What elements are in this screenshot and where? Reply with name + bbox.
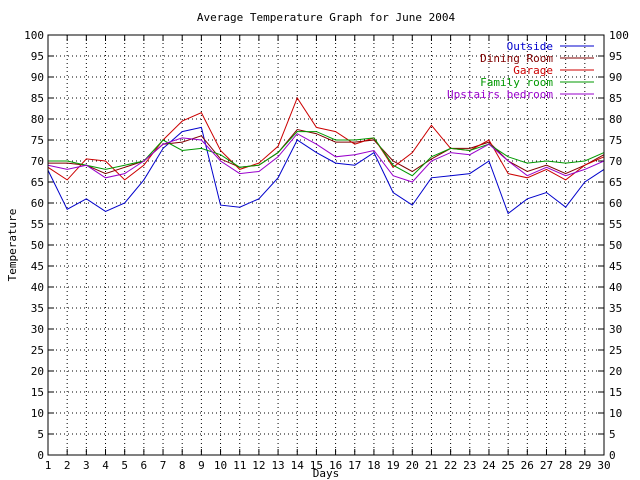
x-tick-label: 5 bbox=[121, 459, 128, 472]
legend-label-outside: Outside bbox=[507, 40, 553, 53]
legend-label-garage: Garage bbox=[513, 64, 553, 77]
y-axis-label: Temperature bbox=[6, 209, 19, 282]
y-tick-label-left: 70 bbox=[31, 155, 44, 168]
chart-title: Average Temperature Graph for June 2004 bbox=[197, 11, 456, 24]
y-tick-label-right: 100 bbox=[609, 29, 629, 42]
y-tick-label-right: 65 bbox=[609, 176, 622, 189]
series-line-family-room bbox=[48, 131, 605, 177]
y-tick-label-right: 45 bbox=[609, 260, 622, 273]
x-tick-label: 4 bbox=[102, 459, 109, 472]
series-lines bbox=[47, 96, 605, 215]
y-tick-label-left: 65 bbox=[31, 176, 44, 189]
y-tick-label-left: 55 bbox=[31, 218, 44, 231]
x-tick-label: 9 bbox=[198, 459, 205, 472]
x-tick-label: 1 bbox=[45, 459, 52, 472]
y-tick-label-left: 0 bbox=[37, 449, 44, 462]
y-tick-label-left: 90 bbox=[31, 71, 44, 84]
y-tick-label-left: 35 bbox=[31, 302, 44, 315]
x-tick-label: 2 bbox=[64, 459, 71, 472]
grid bbox=[48, 35, 604, 455]
y-tick-label-left: 50 bbox=[31, 239, 44, 252]
y-tick-label-left: 10 bbox=[31, 407, 44, 420]
y-tick-label-left: 75 bbox=[31, 134, 44, 147]
x-tick-label: 15 bbox=[310, 459, 323, 472]
plot-frame bbox=[47, 34, 605, 456]
x-tick-label: 16 bbox=[329, 459, 342, 472]
x-tick-label: 22 bbox=[444, 459, 457, 472]
y-tick-label-left: 95 bbox=[31, 50, 44, 63]
x-tick-label: 18 bbox=[367, 459, 380, 472]
y-tick-label-left: 85 bbox=[31, 92, 44, 105]
x-tick-label: 19 bbox=[386, 459, 399, 472]
y-tick-label-right: 5 bbox=[609, 428, 616, 441]
x-tick-label: 27 bbox=[540, 459, 553, 472]
y-tick-label-left: 60 bbox=[31, 197, 44, 210]
legend-label-upstairs-bedroom: Upstairs bedroom bbox=[447, 88, 553, 101]
x-tick-label: 17 bbox=[348, 459, 361, 472]
x-tick-label: 20 bbox=[406, 459, 419, 472]
x-tick-label: 8 bbox=[179, 459, 186, 472]
x-tick-label: 29 bbox=[578, 459, 591, 472]
y-tick-label-right: 90 bbox=[609, 71, 622, 84]
y-tick-label-left: 40 bbox=[31, 281, 44, 294]
x-tick-label: 30 bbox=[597, 459, 610, 472]
x-tick-label: 3 bbox=[83, 459, 90, 472]
x-tick-label: 26 bbox=[521, 459, 534, 472]
x-tick-label: 28 bbox=[559, 459, 572, 472]
y-tick-label-right: 25 bbox=[609, 344, 622, 357]
y-tick-label-left: 30 bbox=[31, 323, 44, 336]
x-tick-label: 14 bbox=[291, 459, 305, 472]
series-line-upstairs-bedroom bbox=[47, 133, 605, 183]
legend-label-family-room: Family room bbox=[480, 76, 553, 89]
y-tick-label-right: 70 bbox=[609, 155, 622, 168]
x-tick-label: 11 bbox=[233, 459, 246, 472]
y-tick-label-left: 100 bbox=[24, 29, 44, 42]
y-tick-label-right: 95 bbox=[609, 50, 622, 63]
y-tick-label-right: 55 bbox=[609, 218, 622, 231]
y-tick-label-right: 10 bbox=[609, 407, 622, 420]
x-tick-label: 24 bbox=[482, 459, 496, 472]
y-tick-label-left: 45 bbox=[31, 260, 44, 273]
y-tick-label-right: 75 bbox=[609, 134, 622, 147]
y-tick-label-left: 80 bbox=[31, 113, 44, 126]
y-tick-label-right: 60 bbox=[609, 197, 622, 210]
y-tick-label-right: 40 bbox=[609, 281, 622, 294]
y-tick-label-right: 80 bbox=[609, 113, 622, 126]
y-tick-label-left: 20 bbox=[31, 365, 44, 378]
y-tick-label-right: 85 bbox=[609, 92, 622, 105]
x-tick-label: 21 bbox=[425, 459, 438, 472]
x-tick-label: 25 bbox=[502, 459, 515, 472]
x-tick-label: 13 bbox=[271, 459, 284, 472]
x-tick-label: 23 bbox=[463, 459, 476, 472]
x-tick-label: 7 bbox=[160, 459, 167, 472]
y-tick-label-right: 15 bbox=[609, 386, 622, 399]
y-tick-label-right: 0 bbox=[609, 449, 616, 462]
y-tick-label-left: 25 bbox=[31, 344, 44, 357]
x-tick-label: 12 bbox=[252, 459, 265, 472]
series-line-outside bbox=[47, 126, 605, 215]
legend-label-dining-room: Dining Room bbox=[480, 52, 553, 65]
y-tick-label-left: 15 bbox=[31, 386, 44, 399]
y-tick-label-right: 50 bbox=[609, 239, 622, 252]
y-tick-label-right: 30 bbox=[609, 323, 622, 336]
y-tick-label-right: 35 bbox=[609, 302, 622, 315]
x-tick-label: 6 bbox=[141, 459, 148, 472]
x-axis-label: Days bbox=[313, 467, 340, 480]
x-tick-label: 10 bbox=[214, 459, 227, 472]
y-tick-label-right: 20 bbox=[609, 365, 622, 378]
series-line-garage bbox=[47, 96, 605, 181]
y-tick-label-left: 5 bbox=[37, 428, 44, 441]
